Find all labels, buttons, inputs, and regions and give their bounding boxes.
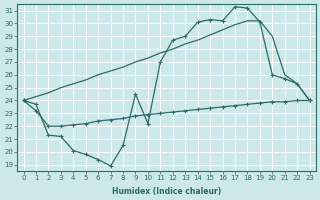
X-axis label: Humidex (Indice chaleur): Humidex (Indice chaleur) bbox=[112, 187, 221, 196]
